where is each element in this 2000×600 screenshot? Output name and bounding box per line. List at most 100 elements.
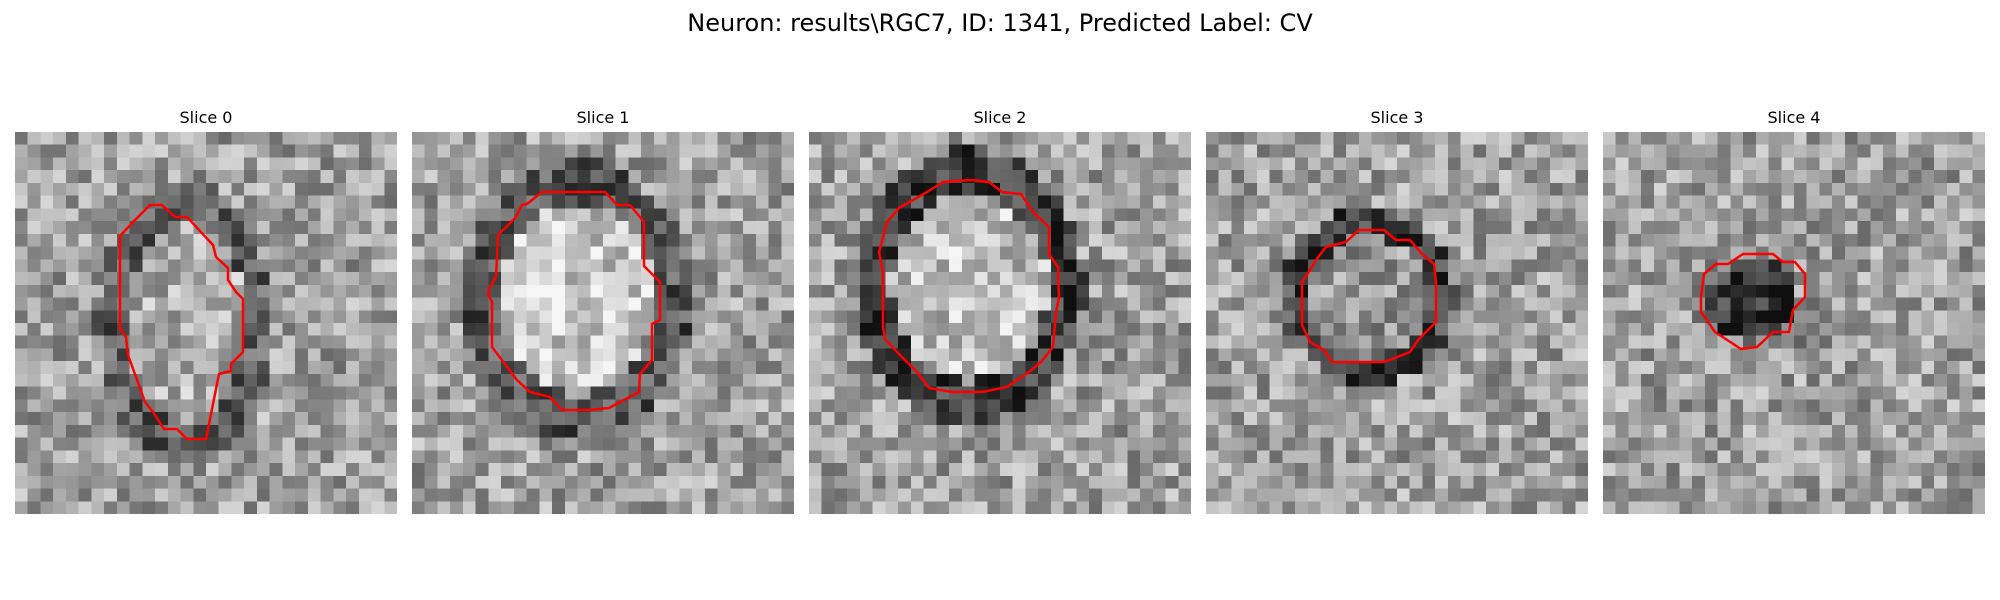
pixel: [1628, 348, 1642, 362]
pixel: [1549, 463, 1564, 477]
pixel: [898, 170, 912, 184]
pixel: [1921, 272, 1935, 286]
pixel: [1717, 272, 1731, 286]
pixel: [1384, 195, 1398, 209]
pixel: [1038, 488, 1052, 502]
pixel: [1883, 132, 1897, 146]
pixel: [1282, 386, 1296, 400]
pixel: [1743, 310, 1757, 324]
pixel: [1256, 348, 1271, 362]
pixel: [1537, 463, 1551, 477]
pixel: [755, 157, 770, 171]
pixel: [1038, 501, 1052, 514]
pixel: [1320, 463, 1334, 477]
pixel: [834, 399, 848, 413]
pixel: [987, 182, 1001, 197]
pixel: [282, 501, 296, 514]
pixel: [1422, 412, 1436, 426]
pixel: [910, 412, 925, 426]
pixel: [437, 310, 451, 324]
pixel: [961, 488, 976, 502]
pixel: [475, 272, 489, 286]
pixel: [167, 170, 182, 184]
pixel: [1231, 450, 1245, 464]
pixel: [384, 335, 397, 350]
pixel: [320, 323, 334, 337]
pixel: [679, 373, 693, 388]
pixel: [628, 157, 642, 171]
pixel: [872, 348, 886, 362]
pixel: [450, 437, 464, 451]
pixel: [1346, 437, 1360, 451]
pixel: [269, 284, 283, 299]
pixel: [1218, 386, 1233, 400]
pixel: [65, 335, 80, 350]
pixel: [91, 335, 105, 350]
pixel: [1653, 323, 1668, 337]
pixel: [1358, 259, 1373, 273]
pixel: [1666, 501, 1680, 514]
pixel: [1537, 272, 1551, 286]
pixel: [1537, 310, 1551, 324]
pixel: [1397, 475, 1411, 490]
pixel: [78, 221, 92, 235]
pixel: [295, 132, 309, 146]
pixel: [1537, 475, 1551, 490]
pixel: [244, 501, 258, 514]
pixel: [1946, 132, 1961, 146]
pixel: [269, 373, 283, 388]
pixel: [1730, 284, 1744, 299]
pixel: [717, 157, 731, 171]
pixel: [371, 475, 385, 490]
pixel: [269, 424, 283, 439]
pixel: [1806, 284, 1821, 299]
pixel: [1473, 221, 1487, 235]
pixel: [513, 272, 528, 286]
pixel: [1447, 399, 1462, 413]
pixel: [1038, 412, 1052, 426]
pixel: [628, 272, 642, 286]
pixel: [692, 386, 706, 400]
pixel: [1641, 399, 1655, 413]
pixel: [27, 424, 42, 439]
pixel: [358, 157, 373, 171]
pixel: [424, 335, 439, 350]
pixel: [1794, 424, 1808, 439]
pixel: [371, 284, 385, 299]
pixel: [358, 450, 373, 464]
pixel: [1050, 233, 1065, 248]
pixel: [1575, 221, 1588, 235]
pixel: [1384, 272, 1398, 286]
pixel: [307, 399, 322, 413]
pixel: [1537, 488, 1551, 502]
pixel: [1076, 412, 1090, 426]
pixel: [1615, 246, 1630, 260]
pixel: [1844, 195, 1859, 209]
pixel: [809, 386, 823, 400]
pixel: [1768, 501, 1782, 514]
pixel: [755, 361, 770, 375]
pixel: [1269, 335, 1283, 350]
pixel: [1012, 412, 1027, 426]
pixel: [1089, 144, 1103, 159]
pixel: [781, 424, 794, 439]
pixel: [501, 399, 515, 413]
pixel: [1256, 310, 1271, 324]
pixel: [1422, 132, 1436, 146]
pixel: [1781, 348, 1795, 362]
pixel: [1692, 170, 1706, 184]
pixel: [244, 488, 258, 502]
pixel: [462, 259, 477, 273]
pixel: [333, 195, 347, 209]
pixel: [1231, 361, 1245, 375]
pixel: [193, 144, 207, 159]
slice-title-0: Slice 0: [179, 108, 233, 127]
pixel: [1832, 463, 1846, 477]
pixel: [1575, 208, 1588, 222]
pixel: [104, 399, 118, 413]
pixel: [1346, 323, 1360, 337]
pixel: [1832, 475, 1846, 490]
pixel: [1486, 195, 1500, 209]
pixel: [450, 182, 464, 197]
pixel: [218, 463, 233, 477]
